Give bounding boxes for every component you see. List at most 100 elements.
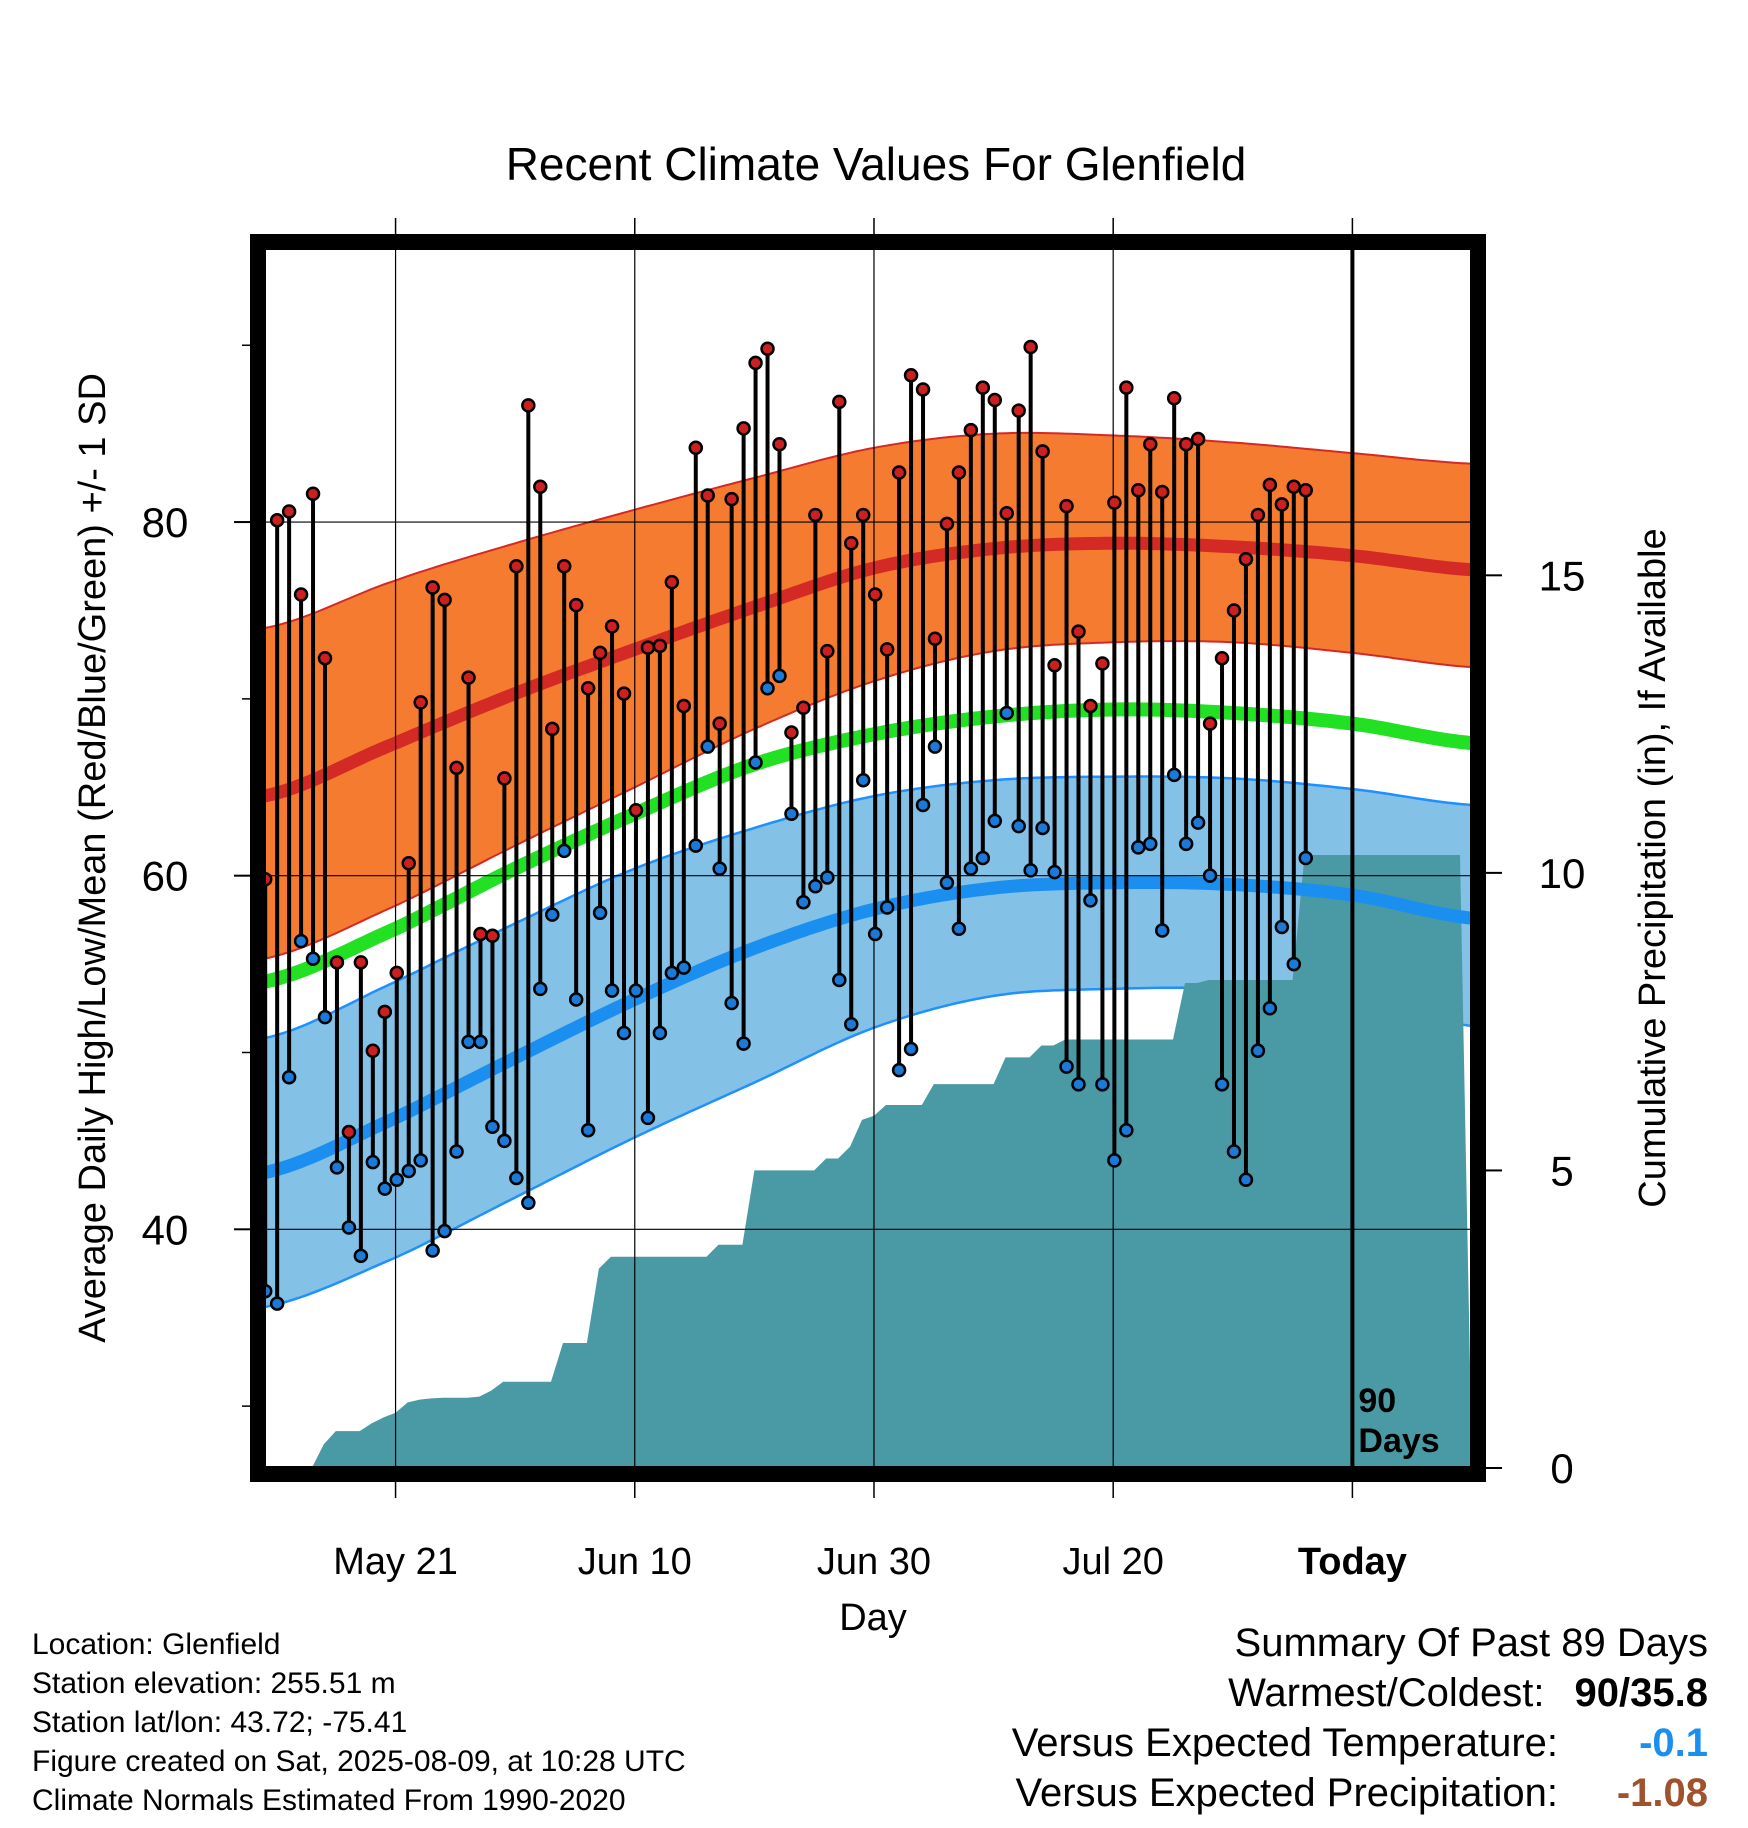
- high-point: [772, 437, 787, 452]
- summary-temp-departure: Versus Expected Temperature: -0.1: [948, 1718, 1708, 1768]
- low-point: [377, 1181, 393, 1196]
- y-tick-label: 80: [142, 499, 189, 546]
- high-point: [544, 721, 560, 737]
- high-point: [963, 422, 979, 438]
- high-point: [808, 507, 823, 523]
- high-point: [461, 670, 476, 685]
- high-point: [1107, 495, 1122, 510]
- high-point: [604, 619, 620, 634]
- y-axis-label: Average Daily High/Low/Mean (Red/Blue/Gr…: [72, 373, 114, 1343]
- high-point: [497, 771, 512, 786]
- low-point: [425, 1243, 440, 1258]
- low-point: [497, 1133, 512, 1149]
- low-point: [700, 739, 715, 754]
- high-point: [377, 1004, 393, 1020]
- high-point: [580, 681, 596, 696]
- low-sd-band: [264, 776, 1472, 1308]
- high-point: [891, 465, 907, 480]
- high-point: [1154, 484, 1170, 500]
- high-point: [1059, 498, 1074, 514]
- high-point: [389, 965, 405, 981]
- low-point: [1250, 1043, 1266, 1058]
- low-point: [987, 813, 1003, 829]
- high-point: [1131, 482, 1146, 498]
- low-point: [891, 1062, 907, 1078]
- low-point: [1214, 1077, 1230, 1092]
- high-point: [269, 513, 285, 528]
- low-point: [784, 806, 799, 822]
- high-point: [556, 559, 572, 574]
- low-point: [1095, 1077, 1110, 1092]
- low-point: [963, 861, 979, 876]
- low-point: [329, 1160, 345, 1175]
- high-point: [329, 955, 345, 970]
- high-point: [1047, 658, 1062, 673]
- y-tick-label: 40: [142, 1206, 189, 1253]
- low-point: [1286, 956, 1302, 972]
- low-point: [1178, 836, 1194, 852]
- low-point: [1107, 1153, 1122, 1168]
- low-point: [509, 1170, 524, 1186]
- low-point: [724, 995, 739, 1011]
- low-point: [485, 1119, 500, 1135]
- high-point: [999, 505, 1014, 521]
- high-point: [676, 698, 692, 714]
- low-point: [820, 870, 835, 885]
- y2-tick-label: 15: [1539, 552, 1586, 599]
- plot-content: [264, 248, 1472, 1468]
- high-point: [592, 645, 608, 661]
- low-point: [903, 1041, 919, 1057]
- x-axis-label: Day: [839, 1597, 907, 1639]
- low-point: [855, 772, 871, 788]
- summary-precip-departure: Versus Expected Precipitation: -1.08: [948, 1768, 1708, 1818]
- low-point: [401, 1163, 416, 1179]
- high-point: [1083, 698, 1098, 714]
- high-point: [867, 587, 883, 602]
- low-point: [1143, 836, 1158, 852]
- low-point: [1011, 818, 1026, 834]
- high-point: [473, 926, 488, 942]
- low-point: [760, 681, 775, 696]
- low-point: [1202, 868, 1218, 883]
- high-point: [1095, 656, 1110, 671]
- x-tick-label: Jun 30: [817, 1541, 931, 1583]
- high-point: [760, 341, 775, 357]
- temp-departure-value: -0.1: [1639, 1721, 1708, 1765]
- high-point: [1023, 339, 1038, 355]
- high-point: [317, 650, 333, 666]
- low-point: [628, 983, 644, 998]
- high-point: [616, 686, 632, 701]
- low-point: [975, 850, 991, 866]
- low-point: [473, 1034, 488, 1050]
- low-point: [461, 1034, 476, 1050]
- high-point: [664, 574, 680, 590]
- plot-frame: [250, 234, 1486, 1482]
- low-point: [867, 926, 883, 942]
- high-point: [688, 440, 704, 456]
- high-point: [1298, 482, 1314, 498]
- high-point: [796, 700, 811, 715]
- high-point: [305, 486, 321, 502]
- low-point: [521, 1195, 536, 1211]
- info-created: Figure created on Sat, 2025-08-09, at 10…: [32, 1745, 686, 1778]
- high-point: [712, 716, 727, 731]
- high-point: [1071, 624, 1086, 639]
- low-point: [1262, 1001, 1278, 1016]
- low-point: [389, 1172, 405, 1188]
- y2-tick-label: 5: [1550, 1147, 1573, 1194]
- x-tick-label: Jul 20: [1062, 1541, 1163, 1583]
- low-point: [1190, 815, 1206, 830]
- high-point: [1202, 716, 1218, 731]
- warmest-coldest-value: 90/35.8: [1574, 1671, 1708, 1715]
- high-point: [640, 640, 656, 655]
- high-point: [951, 465, 967, 480]
- today-days-number: 90: [1358, 1382, 1396, 1420]
- low-point: [305, 951, 321, 967]
- low-point: [939, 875, 955, 891]
- low-point: [437, 1223, 452, 1239]
- high-point: [1238, 551, 1254, 567]
- y2-tick-label: 10: [1539, 850, 1586, 897]
- warmest-coldest-label: Warmest/Coldest:: [1228, 1671, 1545, 1715]
- low-point: [604, 983, 620, 998]
- high-point: [736, 421, 751, 436]
